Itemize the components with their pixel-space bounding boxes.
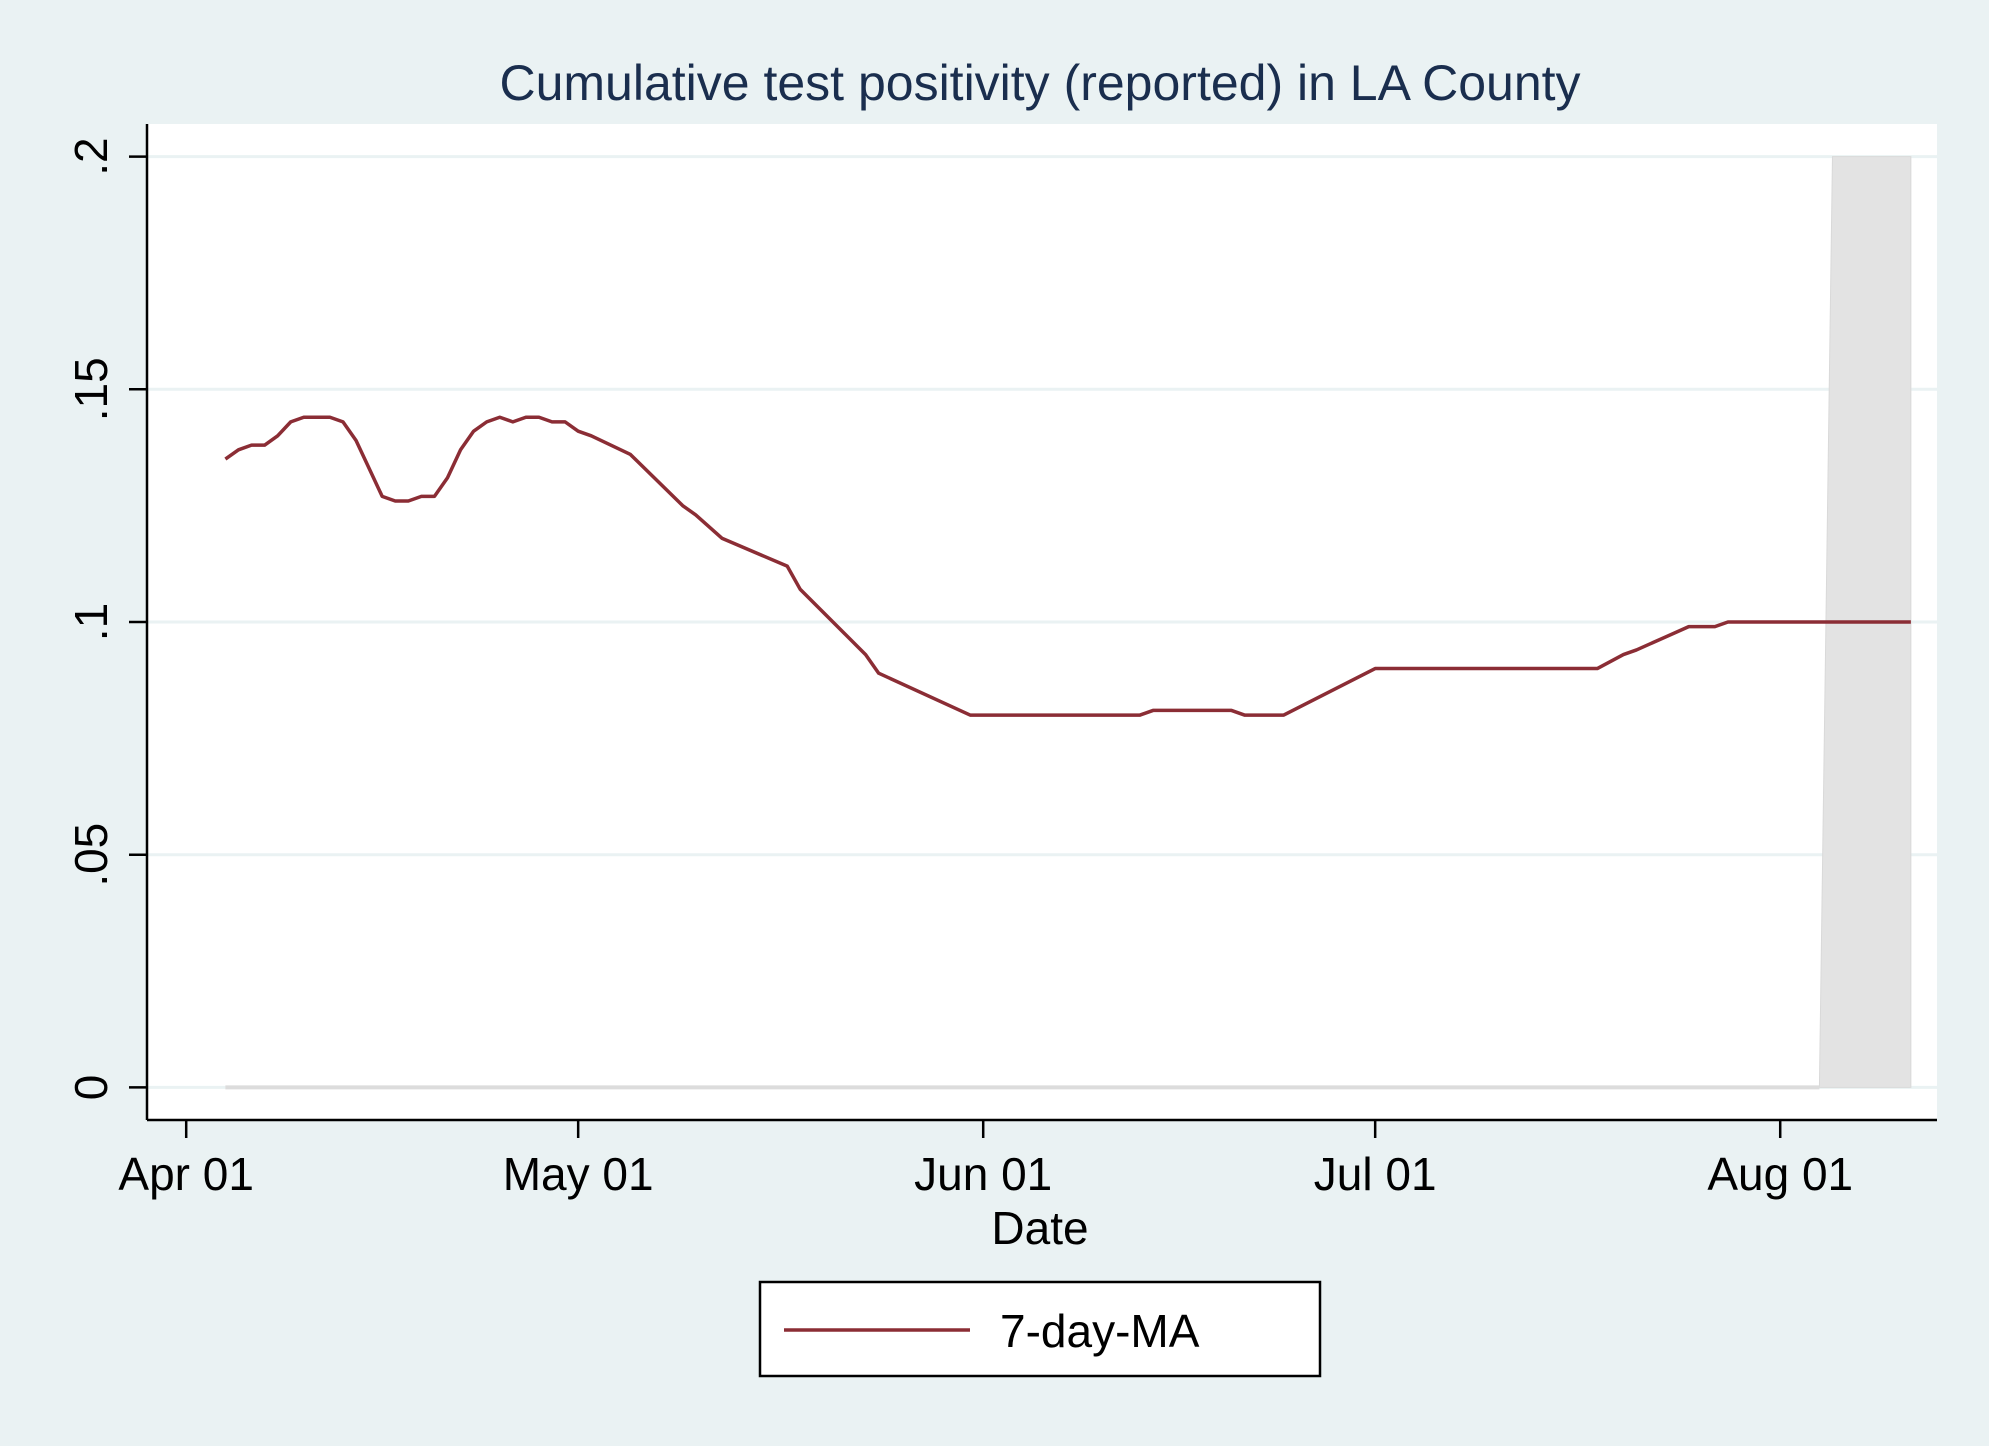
x-tick-label: Jun 01	[914, 1148, 1052, 1200]
x-tick-label: Jul 01	[1314, 1148, 1437, 1200]
x-ticks: Apr 01 May 01 Jun 01 Jul 01 Aug 01	[118, 1120, 1853, 1200]
series-lines	[224, 415, 1911, 717]
series-line-7-day-ma	[224, 415, 1911, 717]
y-tick-label: .1	[65, 603, 117, 641]
chart-title: Cumulative test positivity (reported) in…	[499, 55, 1580, 111]
x-tick-label: Apr 01	[118, 1148, 254, 1200]
y-tick-label: 0	[65, 1075, 117, 1101]
x-tick-label: May 01	[503, 1148, 654, 1200]
legend-label-7-day-ma: 7-day-MA	[1000, 1305, 1200, 1357]
legend: 7-day-MA	[758, 1280, 1322, 1378]
y-tick-label: .15	[65, 357, 117, 421]
y-ticks: 0 .05 .1 .15 .2	[65, 137, 147, 1100]
y-tick-label: .2	[65, 137, 117, 175]
x-tick-label: Aug 01	[1707, 1148, 1853, 1200]
y-tick-label: .05	[65, 823, 117, 887]
x-axis-title: Date	[991, 1202, 1088, 1254]
